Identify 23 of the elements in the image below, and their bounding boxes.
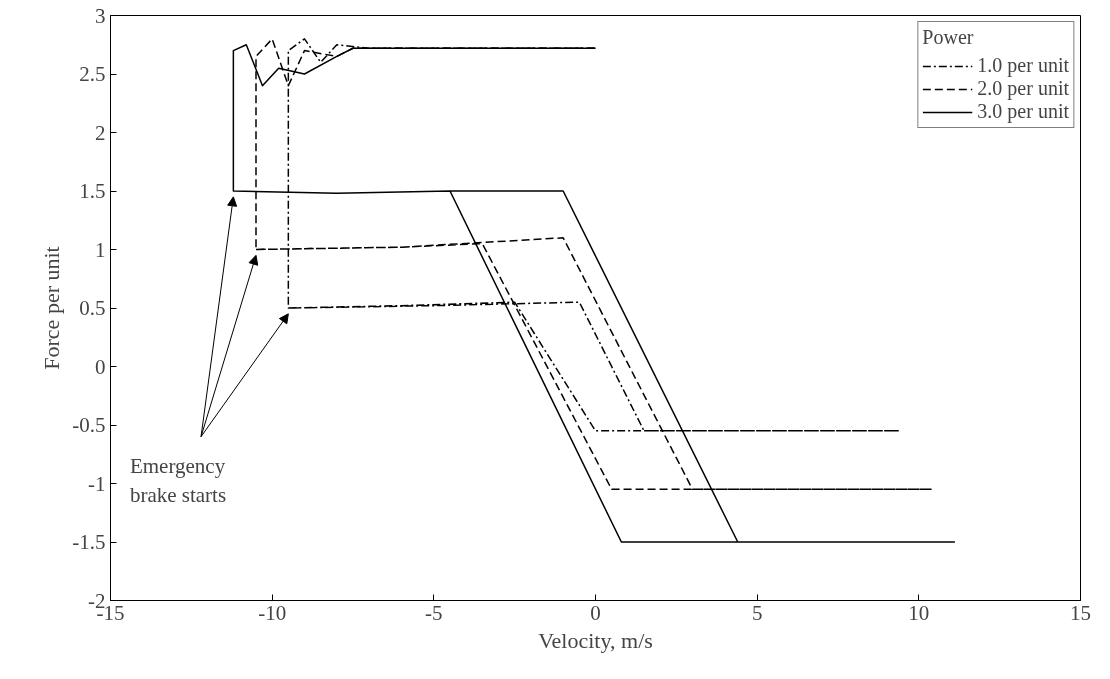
y-tick-label: 2 bbox=[95, 120, 106, 145]
legend-label: 3.0 per unit bbox=[977, 100, 1069, 123]
x-tick-label: 5 bbox=[751, 600, 763, 625]
y-tick-label: 3 bbox=[95, 3, 106, 28]
legend-title: Power bbox=[922, 26, 975, 49]
y-tick-label: 1 bbox=[95, 237, 106, 262]
x-tick-label: -10 bbox=[258, 600, 287, 625]
y-tick-label: 1.5 bbox=[79, 179, 106, 203]
y-tick-label: 0.5 bbox=[79, 296, 106, 320]
y-tick-label: -0.5 bbox=[72, 413, 106, 437]
y-tick-label: -1.5 bbox=[72, 530, 106, 554]
x-tick-label: -5 bbox=[425, 600, 443, 625]
y-axis-title: Force per unit bbox=[39, 246, 65, 370]
x-tick-label: 0 bbox=[590, 600, 601, 625]
legend-label: 1.0 per unit bbox=[977, 54, 1069, 77]
y-tick-label: 2.5 bbox=[79, 62, 106, 86]
x-tick-label: 10 bbox=[908, 600, 930, 625]
y-tick-label: -1 bbox=[88, 471, 106, 496]
legend-label: 2.0 per unit bbox=[977, 77, 1069, 100]
x-tick-label: 15 bbox=[1070, 600, 1091, 625]
y-tick-label: 0 bbox=[95, 354, 106, 379]
annotation: Emergency brake starts bbox=[129, 454, 227, 508]
x-axis-title: Velocity, m/s bbox=[538, 627, 653, 653]
